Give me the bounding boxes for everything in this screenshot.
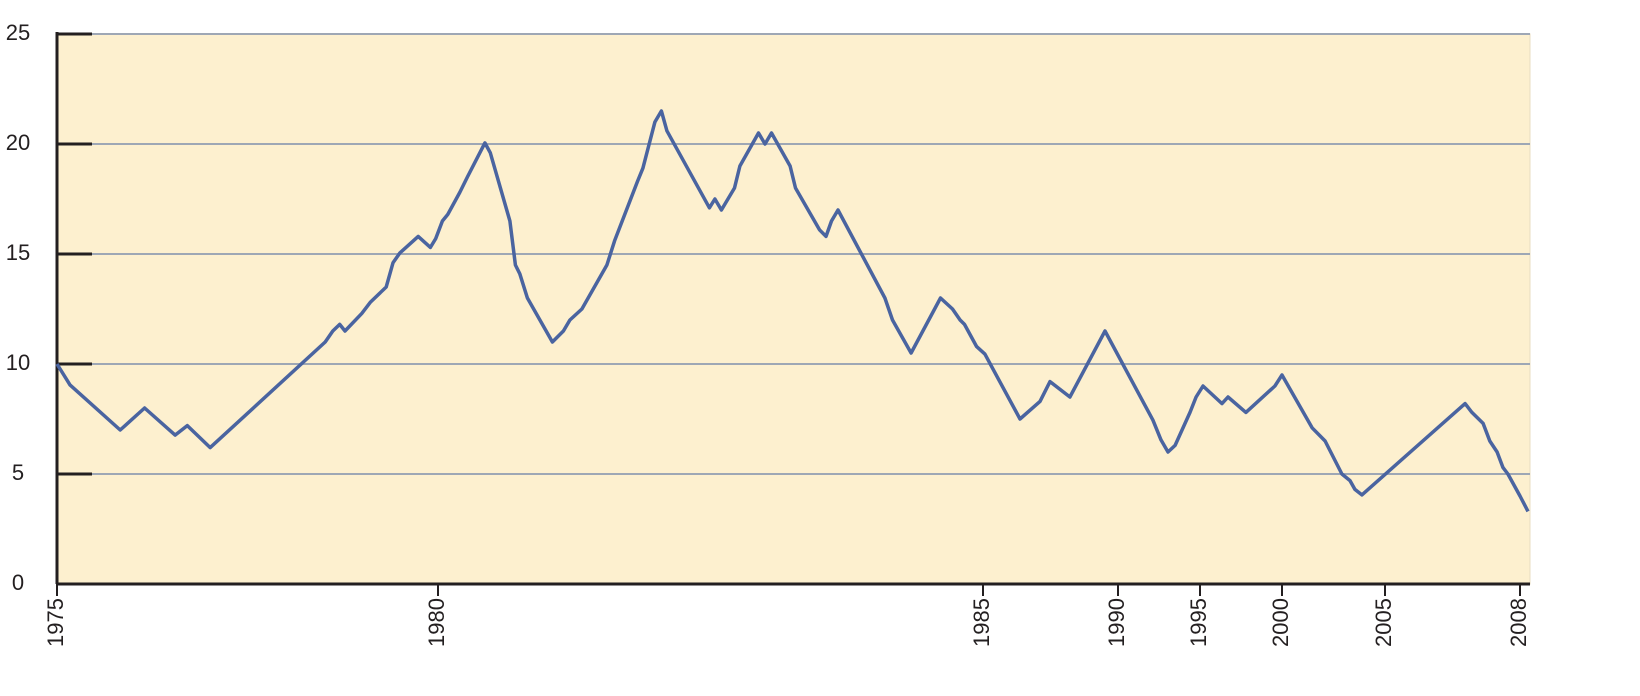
x-tick-label: 2000 — [1268, 598, 1293, 647]
x-tick-label: 1995 — [1186, 598, 1211, 647]
plot-background — [56, 33, 1531, 585]
y-tick-label: 15 — [6, 240, 30, 265]
x-tick-label: 1975 — [43, 598, 68, 647]
y-tick-label: 20 — [6, 130, 30, 155]
x-tick-label: 2005 — [1371, 598, 1396, 647]
y-tick-label: 0 — [12, 570, 24, 595]
x-tick-label: 1985 — [969, 598, 994, 647]
x-tick-label: 1990 — [1104, 598, 1129, 647]
y-tick-label: 5 — [12, 460, 24, 485]
x-tick-label: 1980 — [424, 598, 449, 647]
series-line — [55, 109, 1530, 513]
y-tick-label: 10 — [6, 350, 30, 375]
x-tick-label: 2008 — [1506, 598, 1531, 647]
y-tick-label: 25 — [6, 20, 30, 45]
